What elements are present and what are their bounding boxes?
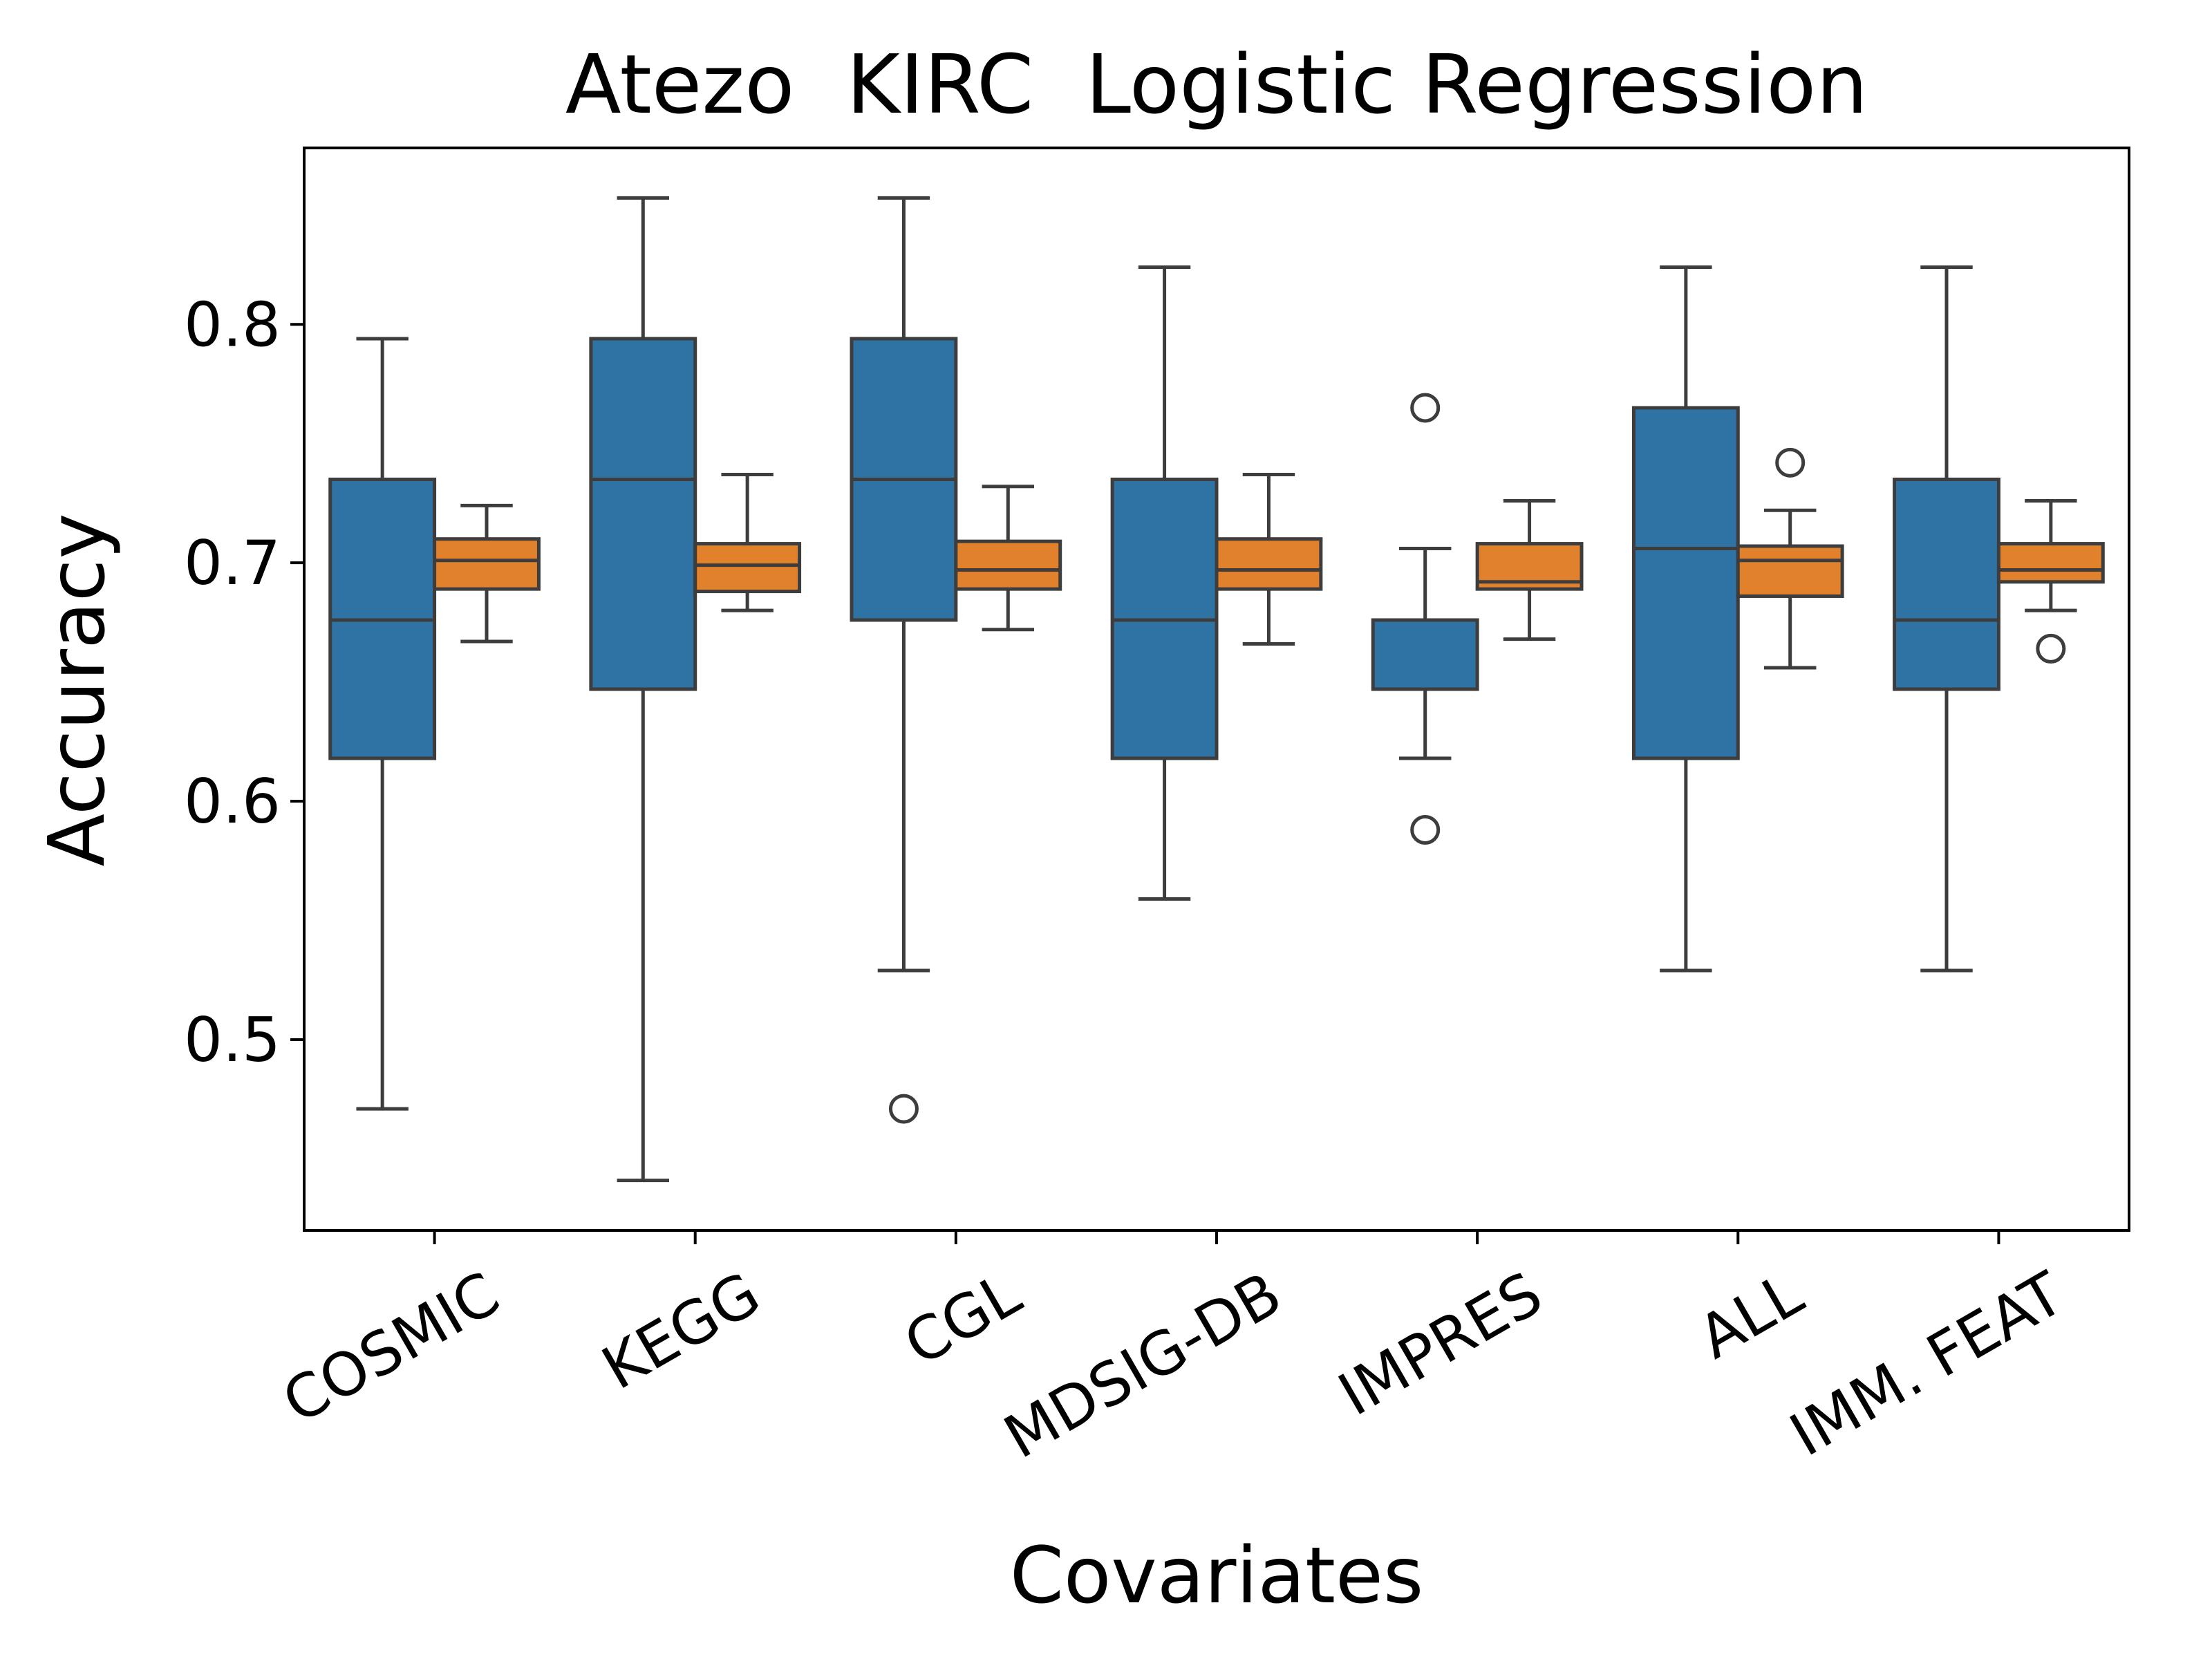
y-tick-label: 0.6	[184, 766, 281, 837]
box-iqr	[1631, 406, 1740, 760]
box-plot	[1215, 473, 1323, 646]
box-iqr	[1736, 544, 1844, 598]
box-iqr	[1215, 537, 1323, 591]
outlier-point	[2036, 633, 2066, 664]
plot-frame	[303, 147, 2130, 1232]
outlier-point	[1410, 815, 1441, 845]
box-series-layer	[328, 196, 2105, 1183]
y-tick-label: 0.7	[184, 527, 281, 599]
box-plot	[1110, 265, 1219, 901]
box-plot	[328, 337, 437, 1111]
box-iqr	[1996, 542, 2105, 584]
box-plot	[1371, 393, 1479, 845]
box-plot	[589, 196, 697, 1183]
y-tick-label: 0.8	[184, 289, 281, 360]
outlier-point	[1410, 393, 1441, 423]
box-plot	[850, 196, 958, 1124]
box-plot	[954, 485, 1062, 632]
box-iqr	[693, 542, 802, 594]
box-plot	[693, 473, 802, 612]
x-axis-label: Covariates	[1010, 1531, 1424, 1621]
box-plot	[1893, 265, 2000, 973]
outlier-point	[1775, 447, 1806, 478]
y-axis-ticks: 0.5 0.6 0.7 0.8	[184, 289, 304, 1076]
box-iqr	[433, 537, 541, 591]
box-plot	[1736, 447, 1844, 670]
box-iqr	[589, 337, 697, 691]
y-axis-label: Accuracy	[32, 513, 122, 866]
box-plot	[1631, 265, 1740, 973]
box-plot	[1475, 499, 1584, 641]
box-iqr	[1893, 477, 2000, 691]
box-plot	[433, 503, 541, 644]
y-tick-label: 0.5	[184, 1004, 281, 1076]
chart-title: Atezo KIRC Logistic Regression	[565, 37, 1868, 132]
box-plot	[1996, 499, 2105, 664]
outlier-point	[888, 1094, 919, 1124]
box-iqr	[954, 539, 1062, 591]
box-iqr	[1371, 618, 1479, 691]
